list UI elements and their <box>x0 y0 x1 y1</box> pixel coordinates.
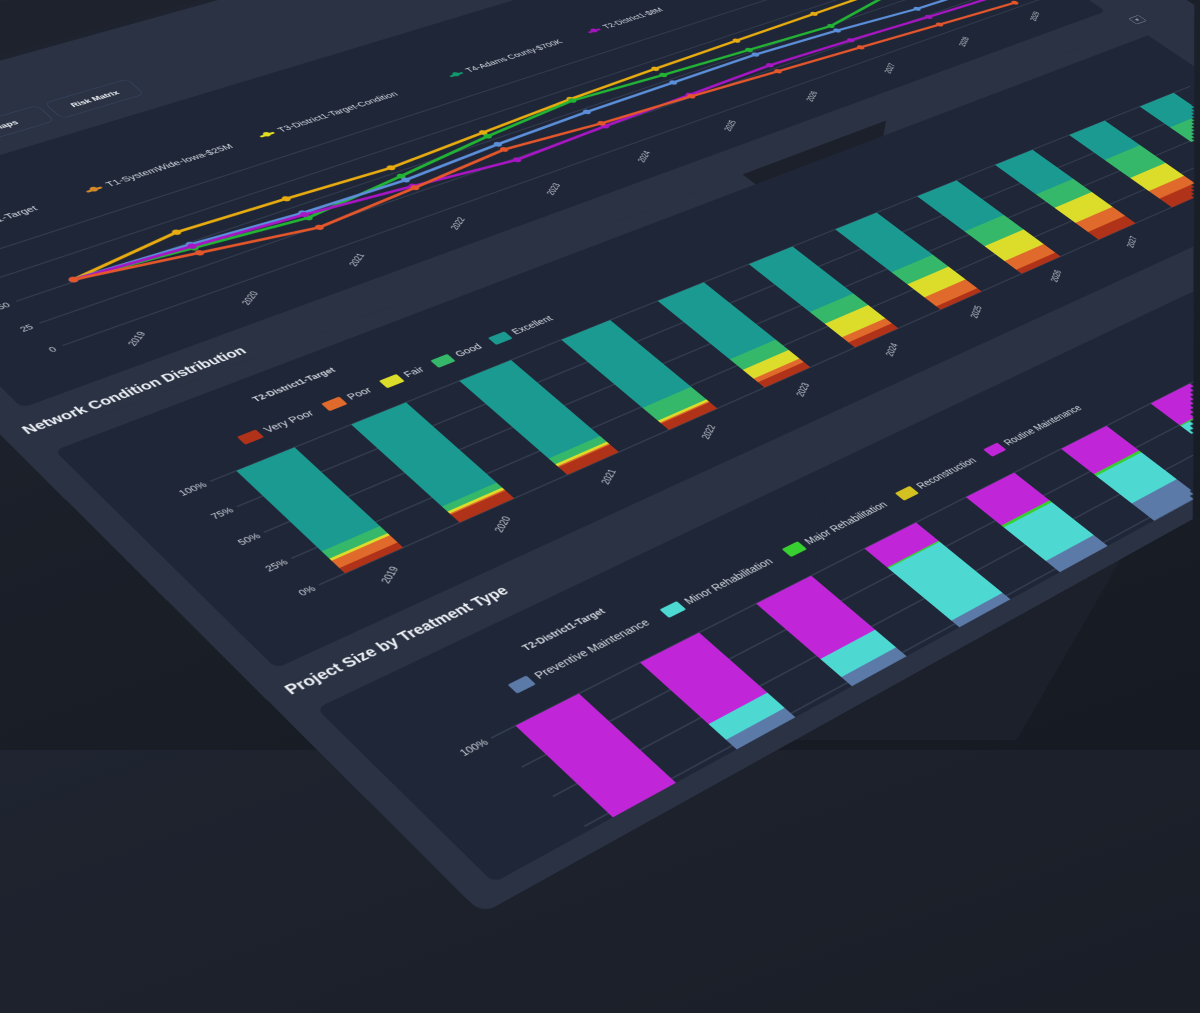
bar-segment <box>1149 495 1194 521</box>
x-tick-label: 2026 <box>1048 269 1063 284</box>
bar-segment <box>236 447 380 552</box>
data-point <box>313 223 326 231</box>
bar-segment <box>1131 479 1181 507</box>
bar-segment <box>1093 450 1142 476</box>
bar-segment <box>742 349 800 379</box>
bar-segment <box>888 541 1003 621</box>
bar-segment <box>1146 490 1194 518</box>
y-tick-label: 25 <box>17 323 35 334</box>
x-tick-label: 2027 <box>1125 235 1139 249</box>
bar-segment <box>351 402 497 507</box>
x-tick-label: 2024 <box>883 342 900 358</box>
bar-segment <box>459 360 601 459</box>
bar-segment <box>1135 481 1185 510</box>
bar-segment <box>1003 502 1094 562</box>
data-point <box>193 249 206 257</box>
x-tick-label: 2025 <box>968 304 984 319</box>
y-tick-label: 50 <box>0 301 13 312</box>
legend-marker-icon <box>448 71 464 78</box>
x-tick-label: 2028 <box>957 36 971 48</box>
y-tick-label: 0 <box>46 345 59 354</box>
bar-segment <box>753 358 804 383</box>
legend-marker-icon <box>259 131 275 138</box>
bar-segment <box>657 282 776 360</box>
bar-segment <box>757 362 811 388</box>
bar-segment <box>1138 484 1188 512</box>
bar-segment <box>561 320 692 408</box>
legend-marker-icon <box>587 28 601 34</box>
x-tick-label: 2029 <box>1028 10 1041 22</box>
legend-marker-icon <box>85 186 103 193</box>
bar-segment <box>748 246 854 313</box>
x-tick-label: 2027 <box>882 62 897 74</box>
bar-segment <box>1153 498 1194 521</box>
bar-segment <box>1142 487 1192 515</box>
x-tick-label: 2023 <box>794 381 812 398</box>
data-point <box>185 242 199 250</box>
x-tick-label: 2026 <box>804 90 819 103</box>
